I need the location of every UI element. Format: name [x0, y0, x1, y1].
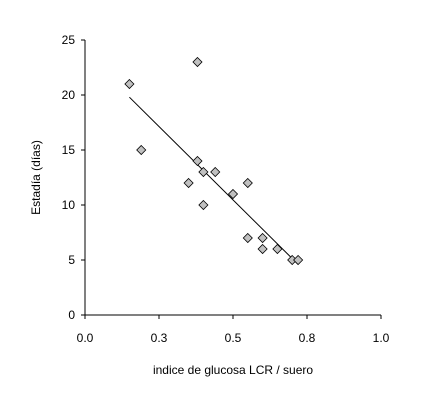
- x-axis-title: indice de glucosa LCR / suero: [153, 363, 313, 377]
- tick-labels: 0 5 10 15 20 25 0.0 0.3 0.5 0.8 1.0: [62, 33, 390, 345]
- data-points: [124, 56, 304, 266]
- x-tick-label: 0.8: [299, 331, 316, 345]
- data-point: [227, 188, 239, 200]
- y-tick-label: 10: [62, 198, 76, 212]
- data-point: [183, 177, 194, 189]
- data-point: [198, 166, 209, 178]
- y-tick-label: 20: [62, 88, 76, 102]
- data-point: [136, 144, 147, 156]
- data-point: [242, 232, 253, 244]
- y-tick-label: 0: [68, 308, 75, 322]
- data-point: [192, 56, 203, 68]
- trendline-layer: [129, 96, 299, 265]
- x-tick-label: 0.5: [225, 331, 242, 345]
- data-point: [272, 243, 283, 255]
- data-point: [257, 232, 268, 244]
- y-tick-label: 25: [62, 33, 76, 47]
- x-tick-label: 1.0: [373, 331, 390, 345]
- y-tick-label: 15: [62, 143, 76, 157]
- x-tick-label: 0.0: [77, 331, 94, 345]
- data-point: [257, 243, 268, 255]
- axes: [81, 39, 382, 319]
- data-point: [242, 177, 253, 189]
- y-axis-title: Estadía (días): [29, 140, 43, 215]
- data-point: [124, 78, 135, 90]
- x-tick-label: 0.3: [151, 331, 168, 345]
- data-point: [210, 166, 221, 178]
- trendline: [129, 96, 299, 265]
- data-point: [192, 155, 203, 167]
- data-point: [198, 199, 209, 211]
- y-tick-label: 5: [68, 253, 75, 267]
- data-point: [293, 254, 304, 266]
